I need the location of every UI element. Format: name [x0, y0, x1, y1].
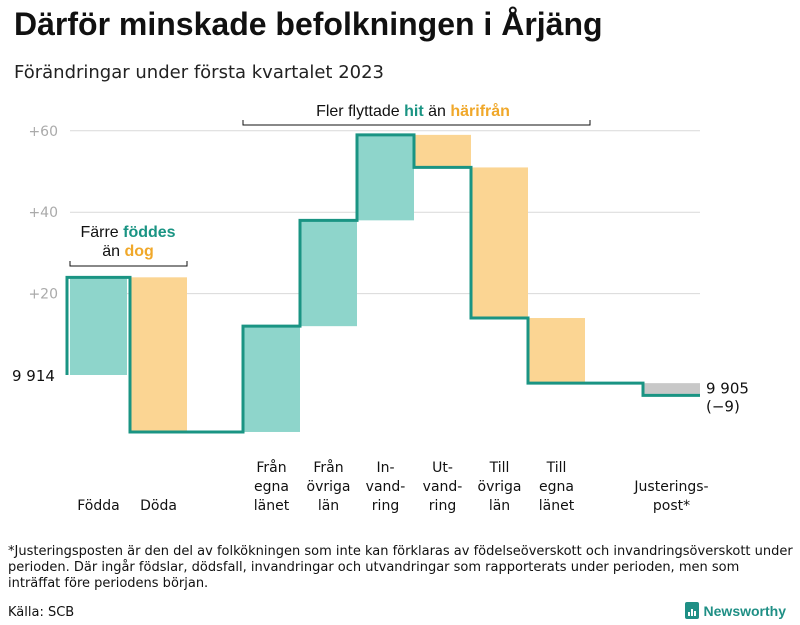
waterfall-bar	[528, 318, 585, 384]
annotation-birth-line-2: än dog	[102, 243, 154, 260]
x-category-label: Födda	[77, 498, 119, 514]
brand-name: Newsworthy	[703, 602, 786, 619]
waterfall-bar	[300, 220, 357, 327]
start-value-label: 9 914	[12, 367, 55, 385]
end-change-label: (−9)	[706, 397, 740, 415]
end-value-label: 9 905	[706, 379, 749, 397]
annotation-birth-bracket	[69, 261, 188, 267]
annotation-migration: Fler flyttade hit än härifrån	[316, 102, 510, 120]
waterfall-bar	[70, 277, 127, 375]
x-category-label: In-vand-ring	[366, 460, 406, 514]
waterfall-bar	[414, 134, 471, 168]
bar-chart-icon	[684, 602, 699, 619]
source: Källa: SCB	[8, 605, 75, 620]
waterfall-bar	[357, 134, 414, 221]
x-category-label: Från egna länet	[254, 459, 290, 514]
x-category-label: Till egna länet	[539, 460, 575, 514]
x-category-label: Döda	[140, 498, 177, 514]
waterfall-bar	[243, 326, 300, 432]
waterfall-bar	[643, 383, 700, 396]
waterfall-bar	[471, 167, 528, 319]
chart-subtitle: Förändringar under första kvartalet 2023	[14, 62, 385, 83]
y-tick-label: +40	[28, 205, 58, 221]
annotation-migration-bracket	[242, 120, 591, 126]
x-category-label: Från övriga län	[307, 459, 351, 514]
chart-title: Därför minskade befolkningen i Årjäng	[14, 6, 603, 42]
waterfall-chart: +20 +40 +60 9 914 9 905(−9) Födda Döda Från egna…	[12, 102, 749, 514]
y-tick-label: +20	[28, 287, 58, 303]
footnote: *Justeringsposten är den del av folkökni…	[8, 544, 793, 591]
cumulative-line	[65, 133, 700, 434]
x-category-label: Till övriga län	[478, 460, 522, 514]
y-tick-label: +60	[28, 124, 58, 140]
x-category-label: Justerings-post*	[633, 479, 708, 514]
x-category-label: Ut-vand-ring	[423, 460, 463, 514]
brand-logo[interactable]: Newsworthy	[684, 602, 786, 619]
waterfall-bar	[130, 277, 187, 432]
annotation-birth-line-1: Färre föddes	[80, 224, 175, 241]
